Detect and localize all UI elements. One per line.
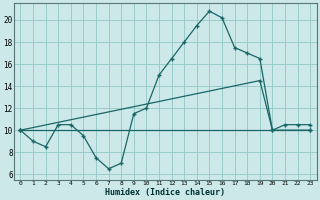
X-axis label: Humidex (Indice chaleur): Humidex (Indice chaleur)	[105, 188, 225, 197]
